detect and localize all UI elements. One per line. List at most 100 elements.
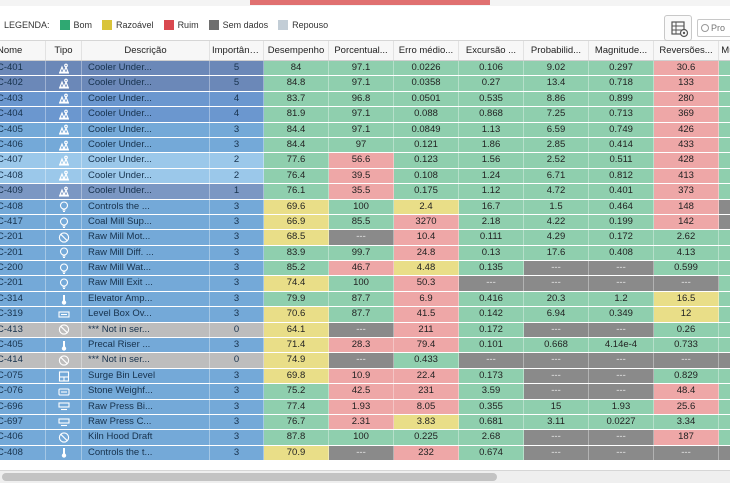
- level-icon: [57, 311, 70, 318]
- cell-description: Kiln Hood Draft: [82, 430, 210, 445]
- cell-description: Level Box Ov...: [82, 307, 210, 322]
- cell-reversoes: 12: [654, 307, 719, 322]
- cell-probabilidade: 1.5: [524, 199, 589, 214]
- cell-type: [46, 230, 82, 245]
- column-header-porcentual[interactable]: Porcentual...: [329, 41, 394, 60]
- cell-importance: 3: [210, 338, 264, 353]
- cell-probabilidade: 9.02: [524, 61, 589, 76]
- legend-swatch-sem-dados: [208, 20, 219, 30]
- column-header-erro-medio[interactable]: Erro médio...: [394, 41, 459, 60]
- table-row[interactable]: C-414*** Not in ser...074.9---0.433-----…: [0, 353, 730, 369]
- cell-desempenho: 76.4: [264, 168, 329, 184]
- cell-name: C-404: [0, 107, 46, 122]
- cell-name: C-200: [0, 261, 46, 276]
- table-row[interactable]: C-405 Cooler Under...384.497.10.08491.136…: [0, 122, 730, 138]
- cell-reversoes: 4.13: [654, 245, 719, 261]
- cell-importance: 5: [210, 76, 264, 91]
- scrollbar-thumb[interactable]: [2, 473, 497, 481]
- cell-erro-medio: 211: [394, 322, 459, 338]
- column-header-desempenho[interactable]: Desempenho: [264, 41, 329, 60]
- column-header-reversoes[interactable]: Reversões...: [654, 41, 719, 60]
- search-input[interactable]: [711, 23, 730, 33]
- cooler-icon: [58, 155, 69, 166]
- table-row[interactable]: C-417 Coal Mill Sup...366.985.532702.184.…: [0, 214, 730, 231]
- cell-excursao: 1.13: [459, 122, 524, 137]
- cell-reversoes: 280: [654, 91, 719, 107]
- cell-type: [46, 399, 82, 414]
- column-header-excursao[interactable]: Excursão ...: [459, 41, 524, 60]
- table-row[interactable]: C-406 Cooler Under...384.4970.1211.862.85…: [0, 137, 730, 154]
- cell-porcentual: 100: [329, 276, 394, 291]
- cell-magnitude: 0.464: [589, 199, 654, 214]
- column-header-magnitude[interactable]: Magnitude...: [589, 41, 654, 60]
- cell-importance: 4: [210, 91, 264, 107]
- cell-reversoes: 0.26: [654, 322, 719, 338]
- table-settings-button[interactable]: [664, 15, 692, 41]
- cell-erro-medio: 10.4: [394, 230, 459, 245]
- cell-porcentual: ---: [329, 230, 394, 245]
- bulb-icon: [59, 217, 68, 228]
- cell-excursao: 1.86: [459, 137, 524, 153]
- cell-probabilidade: ---: [524, 353, 589, 368]
- cell-mudancas: 0: [719, 414, 730, 430]
- cell-excursao: 3.59: [459, 384, 524, 399]
- table-row[interactable]: C-314 Elevator Amp...379.987.76.90.41620.…: [0, 291, 730, 308]
- cell-reversoes: 0.829: [654, 368, 719, 384]
- horizontal-scrollbar[interactable]: [0, 470, 730, 483]
- column-header-nome[interactable]: Nome: [0, 41, 46, 60]
- table-row[interactable]: C-404 Cooler Under...481.997.10.0880.8687…: [0, 107, 730, 123]
- table-row[interactable]: C-319 Level Box Ov...370.687.741.50.1426.…: [0, 307, 730, 323]
- cell-desempenho: 69.8: [264, 368, 329, 384]
- cell-reversoes: 373: [654, 184, 719, 199]
- search-box[interactable]: [697, 19, 730, 37]
- cell-name: C-201: [0, 230, 46, 245]
- cell-mudancas: 0: [719, 76, 730, 91]
- table-row[interactable]: C-401 Cooler Under...58497.10.02260.1069.…: [0, 61, 730, 77]
- table-row[interactable]: C-407 Cooler Under...277.656.60.1231.562.…: [0, 153, 730, 169]
- cell-excursao: 0.868: [459, 107, 524, 122]
- table-row[interactable]: C-409 Cooler Under...176.135.50.1751.124.…: [0, 184, 730, 200]
- cell-probabilidade: 4.22: [524, 214, 589, 230]
- table-row[interactable]: C-201 Raw Mill Diff. ...383.999.724.80.13…: [0, 245, 730, 262]
- cell-erro-medio: 0.0358: [394, 76, 459, 91]
- bulb-icon: [59, 263, 68, 274]
- cell-description: Raw Mill Diff. ...: [82, 245, 210, 261]
- cell-erro-medio: 8.05: [394, 399, 459, 414]
- column-header-descricao[interactable]: Descrição: [82, 41, 210, 60]
- cell-mudancas: [719, 384, 730, 399]
- cell-porcentual: 39.5: [329, 168, 394, 184]
- table-row[interactable]: C-403 Cooler Under...483.796.80.05010.535…: [0, 91, 730, 108]
- cell-reversoes: ---: [654, 353, 719, 368]
- cell-probabilidade: 4.29: [524, 230, 589, 245]
- cell-excursao: 0.681: [459, 414, 524, 430]
- cell-mudancas: 0: [719, 122, 730, 137]
- cell-magnitude: ---: [589, 445, 654, 461]
- column-header-tipo[interactable]: Tipo: [46, 41, 82, 60]
- column-header-importancia[interactable]: Importância: [210, 41, 264, 60]
- cooler-icon: [58, 186, 69, 197]
- cooler-icon: [58, 78, 69, 89]
- table-header: NomeTipoDescriçãoImportânciaDesempenhoPo…: [0, 41, 730, 61]
- indicators-table: NomeTipoDescriçãoImportânciaDesempenhoPo…: [0, 41, 730, 470]
- column-header-mudancas[interactable]: Mud...: [719, 41, 730, 60]
- table-row[interactable]: C-408 Controls the ...369.61002.416.71.50…: [0, 199, 730, 215]
- cell-name: C-405: [0, 122, 46, 137]
- column-header-probabilidade[interactable]: Probabilid...: [524, 41, 589, 60]
- table-row[interactable]: C-697 Raw Press C...376.72.313.830.6813.1…: [0, 414, 730, 431]
- table-row[interactable]: C-408 Cooler Under...276.439.50.1081.246.…: [0, 168, 730, 185]
- table-row[interactable]: C-201 Raw Mill Mot...368.5---10.40.1114.2…: [0, 230, 730, 246]
- cell-porcentual: 46.7: [329, 261, 394, 276]
- cell-erro-medio: 22.4: [394, 368, 459, 384]
- cell-type: [46, 168, 82, 184]
- table-row[interactable]: C-413*** Not in ser...064.1---2110.172--…: [0, 322, 730, 339]
- cell-importance: 3: [210, 399, 264, 414]
